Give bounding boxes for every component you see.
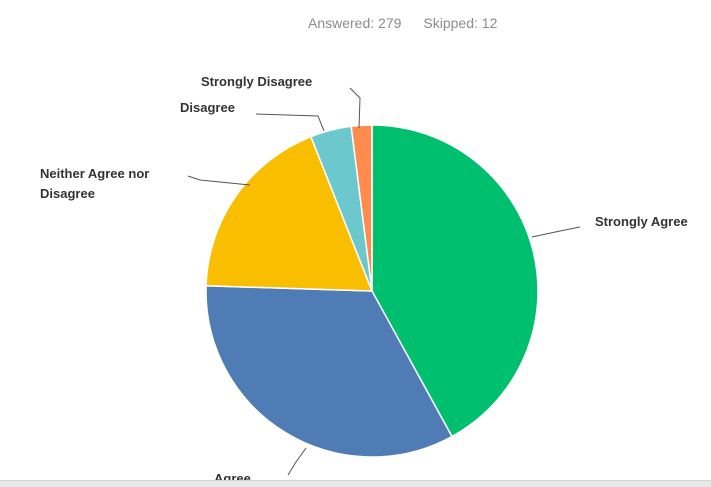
pie-slices xyxy=(205,124,539,458)
response-stats: Answered: 279 Skipped: 12 xyxy=(308,15,497,31)
answered-count: Answered: 279 xyxy=(308,15,402,31)
slice-label: Disagree xyxy=(180,100,235,115)
leader-line xyxy=(531,226,581,238)
pie-slice-strongly-agree xyxy=(371,124,539,438)
leader-line xyxy=(349,87,361,129)
slice-label: Strongly Agree xyxy=(595,214,688,229)
pie-slice-neither-agree-nor-disagree xyxy=(205,135,374,292)
leader-line xyxy=(287,447,307,476)
pie-slice-agree xyxy=(205,285,453,458)
skipped-count: Skipped: 12 xyxy=(423,15,498,31)
leader-line xyxy=(255,113,325,132)
leader-line xyxy=(187,175,251,186)
pie-slice-strongly-disagree xyxy=(350,124,373,292)
leader-lines xyxy=(187,87,581,476)
slice-label: Strongly Disagree xyxy=(201,74,312,89)
slice-label: Neither Agree nor Disagree xyxy=(40,166,149,201)
window-bottom-edge xyxy=(0,480,711,487)
